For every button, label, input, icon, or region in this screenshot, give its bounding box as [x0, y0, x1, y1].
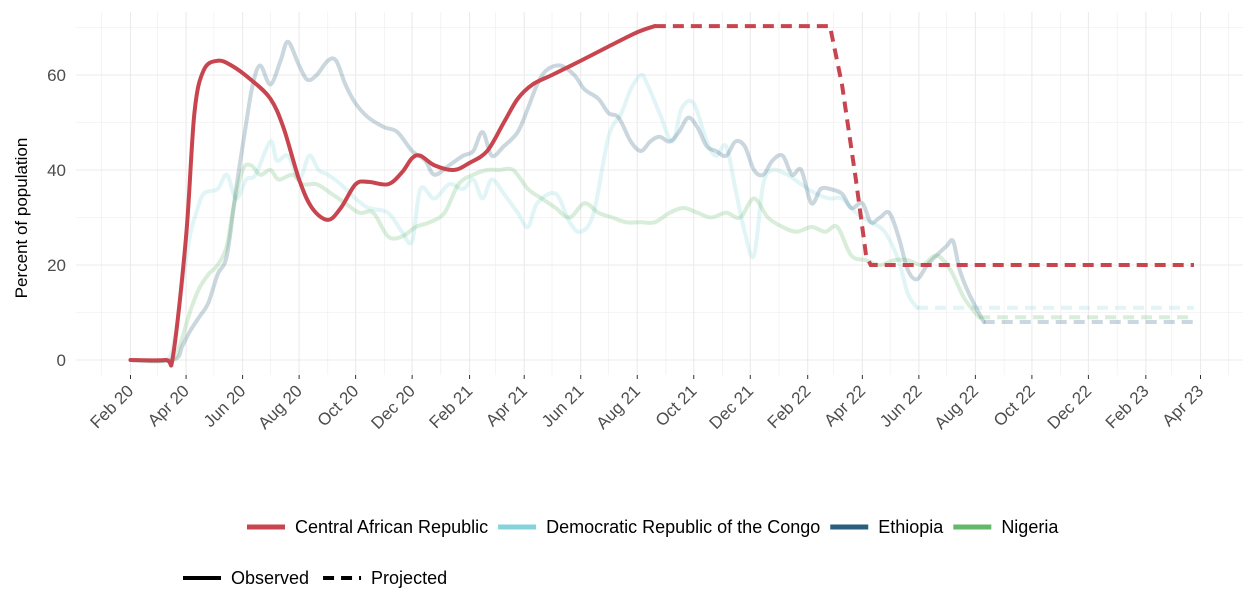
x-tick-label: Apr 20: [144, 381, 193, 430]
y-tick-label: 40: [47, 161, 66, 180]
x-tick-label: Aug 21: [593, 381, 645, 433]
series-line-democratic-republic-of-the-congo-observed: [128, 72, 920, 364]
y-tick-label: 20: [47, 256, 66, 275]
legend-label-projected: Projected: [371, 568, 447, 588]
legend-label-ethiopia: Ethiopia: [878, 517, 944, 537]
x-tick-label: Feb 22: [764, 381, 815, 432]
x-tick-label: Dec 22: [1044, 381, 1096, 433]
series-line-ethiopia-observed: [128, 39, 986, 364]
y-tick-label: 60: [47, 66, 66, 85]
x-tick-label: Apr 21: [482, 381, 531, 430]
y-axis-title: Percent of population: [12, 138, 31, 299]
y-tick-label: 0: [57, 351, 66, 370]
legend-label-central-african-republic: Central African Republic: [295, 517, 488, 537]
x-tick-label: Feb 21: [426, 381, 477, 432]
legend: Central African Republic Democratic Repub…: [183, 517, 1059, 588]
legend-label-nigeria: Nigeria: [1001, 517, 1059, 537]
x-tick-label: Feb 20: [86, 381, 137, 432]
series-line-central-african-republic-projected: [654, 24, 1195, 267]
x-tick-label: Jun 22: [876, 381, 926, 431]
legend-label-observed: Observed: [231, 568, 309, 588]
x-tick-label: Dec 21: [706, 381, 758, 433]
x-tick-label: Aug 20: [254, 381, 306, 433]
legend-label-democratic-republic-of-the-congo: Democratic Republic of the Congo: [546, 517, 820, 537]
x-tick-label: Aug 22: [931, 381, 983, 433]
x-tick-label: Oct 22: [990, 381, 1039, 430]
x-tick-label: Jun 21: [538, 381, 588, 431]
x-tick-label: Oct 21: [652, 381, 701, 430]
x-tick-label: Jun 20: [200, 381, 250, 431]
grid: [76, 12, 1243, 375]
x-tick-label: Apr 23: [1158, 381, 1207, 430]
series-line-nigeria-observed: [128, 162, 982, 364]
x-tick-label: Feb 23: [1102, 381, 1153, 432]
x-tick-label: Oct 20: [314, 381, 363, 430]
series-lines: [128, 24, 1195, 368]
series-line-central-african-republic-observed: [128, 24, 657, 368]
x-tick-label: Dec 20: [367, 381, 419, 433]
x-tick-label: Apr 22: [820, 381, 869, 430]
